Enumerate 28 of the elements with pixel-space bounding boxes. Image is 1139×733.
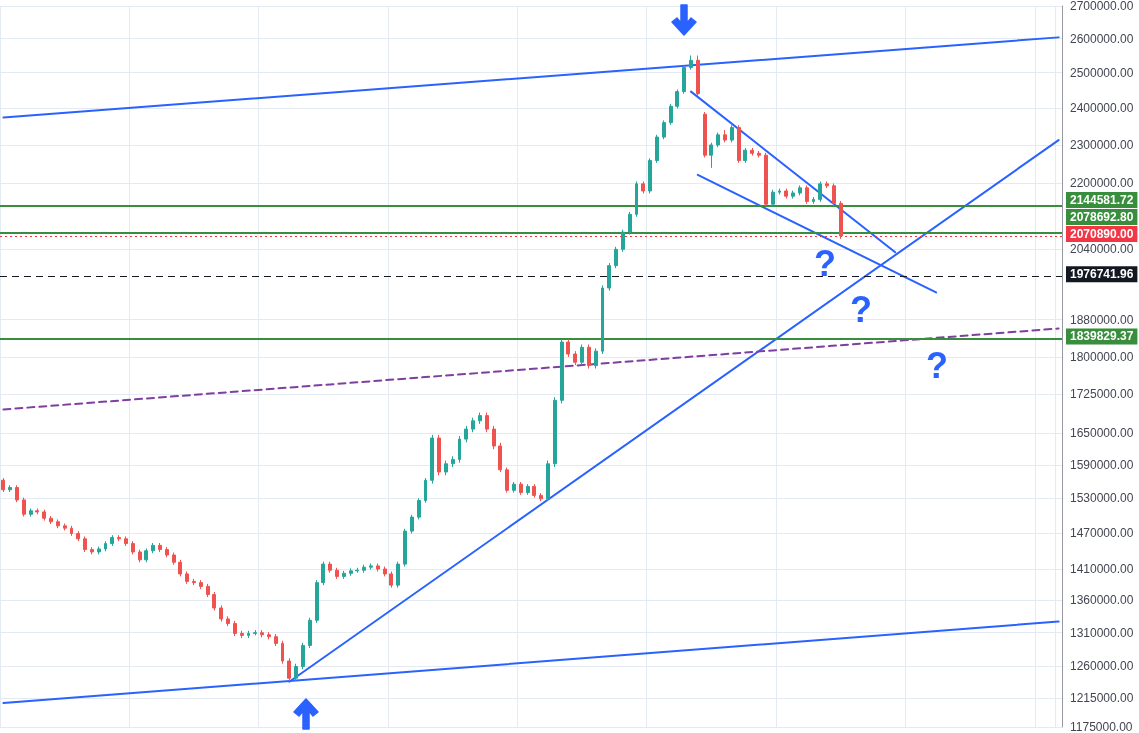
- y-tick-label: 2300000.00: [1070, 137, 1134, 152]
- y-tick-label: 1800000.00: [1070, 350, 1134, 365]
- annotation: ?: [850, 289, 872, 330]
- ref-line-label: 1976741.96: [1070, 267, 1134, 282]
- y-tick-label: 1590000.00: [1070, 457, 1134, 472]
- annotation: ?: [814, 243, 836, 284]
- y-tick-label: 1880000.00: [1070, 312, 1134, 327]
- y-tick-label: 1215000.00: [1070, 690, 1134, 705]
- y-tick-label: 1310000.00: [1070, 625, 1134, 640]
- ref-line-label: 2070890.00: [1070, 226, 1134, 241]
- y-tick-label: 1410000.00: [1070, 562, 1134, 576]
- y-tick-label: 1470000.00: [1070, 525, 1134, 540]
- ref-line-label: 2144581.72: [1070, 192, 1134, 207]
- y-tick-label: 1175000.00: [1070, 720, 1133, 733]
- ref-line-label: 1839829.37: [1070, 329, 1134, 344]
- y-tick-label: 2400000.00: [1070, 101, 1134, 116]
- ref-line-label: 2078692.80: [1070, 209, 1134, 224]
- y-tick-label: 2700000.00: [1070, 0, 1134, 13]
- y-tick-label: 1260000.00: [1070, 659, 1134, 674]
- y-tick-label: 2600000.00: [1070, 31, 1134, 46]
- y-tick-label: 1725000.00: [1070, 387, 1134, 402]
- annotation: ?: [926, 345, 948, 386]
- y-tick-label: 2040000.00: [1070, 241, 1134, 256]
- y-tick-label: 1360000.00: [1070, 593, 1134, 608]
- y-tick-label: 1530000.00: [1070, 491, 1134, 506]
- y-tick-label: 1650000.00: [1070, 425, 1134, 440]
- y-tick-label: 2500000.00: [1070, 65, 1134, 80]
- y-tick-label: 2200000.00: [1070, 176, 1134, 191]
